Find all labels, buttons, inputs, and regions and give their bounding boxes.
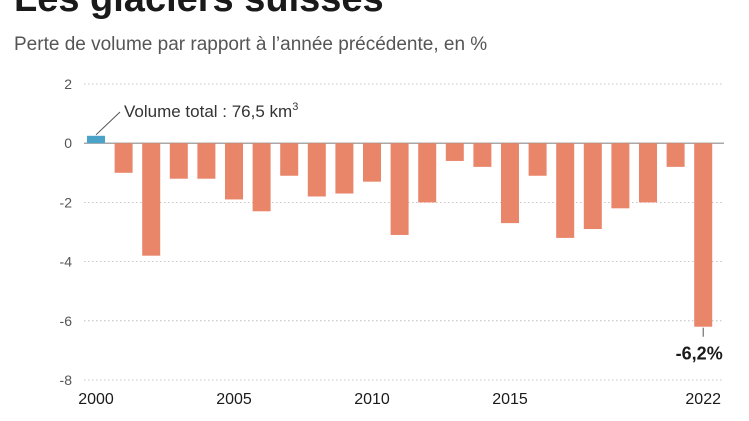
bar bbox=[418, 143, 437, 203]
bar bbox=[445, 143, 464, 161]
baseline-annotation-text: Volume total : 76,5 km bbox=[124, 102, 292, 121]
bar bbox=[390, 143, 409, 235]
x-tick-label: 2015 bbox=[492, 391, 528, 408]
y-tick-label: -8 bbox=[60, 372, 73, 388]
bar bbox=[611, 143, 630, 209]
x-tick-label: 2005 bbox=[216, 391, 252, 408]
bar bbox=[473, 143, 492, 167]
bar bbox=[225, 143, 243, 200]
bars bbox=[87, 135, 713, 327]
bar bbox=[197, 143, 216, 179]
bar bbox=[252, 143, 271, 212]
bar bbox=[169, 143, 188, 179]
bar bbox=[363, 143, 381, 182]
bar bbox=[528, 143, 547, 176]
x-tick-label: 2010 bbox=[354, 391, 390, 408]
baseline-bar bbox=[87, 135, 105, 144]
y-tick-label: -4 bbox=[60, 254, 73, 270]
bar bbox=[556, 143, 575, 238]
chart-title: Les glaciers suisses bbox=[14, 0, 384, 21]
bar bbox=[694, 143, 713, 327]
last-value-label: -6,2% bbox=[676, 344, 723, 364]
bar bbox=[114, 143, 133, 173]
bar bbox=[639, 143, 657, 203]
x-tick-label: 2000 bbox=[78, 391, 114, 408]
bar bbox=[307, 143, 326, 197]
y-tick-label: -6 bbox=[60, 313, 73, 329]
baseline-annotation-leader bbox=[95, 111, 121, 136]
bar bbox=[501, 143, 519, 224]
bar bbox=[142, 143, 161, 256]
baseline-annotation-superscript: 3 bbox=[292, 101, 298, 113]
chart-subtitle: Perte de volume par rapport à l’année pr… bbox=[14, 34, 488, 55]
y-tick-label: -2 bbox=[60, 194, 73, 210]
y-tick-label: 0 bbox=[64, 135, 72, 151]
bar bbox=[335, 143, 354, 194]
baseline-annotation: Volume total : 76,5 km3 bbox=[124, 101, 298, 121]
x-tick-label: 2022 bbox=[685, 391, 721, 408]
bar bbox=[666, 143, 685, 167]
annotations: Volume total : 76,5 km3 -6,2% bbox=[95, 101, 723, 364]
y-axis-ticks: 2 0 -2 -4 -6 -8 bbox=[60, 76, 73, 388]
y-tick-label: 2 bbox=[64, 76, 72, 92]
x-axis-ticks: 2000 2005 2010 2015 2022 bbox=[78, 391, 721, 408]
bar bbox=[583, 143, 602, 230]
bar bbox=[280, 143, 299, 176]
